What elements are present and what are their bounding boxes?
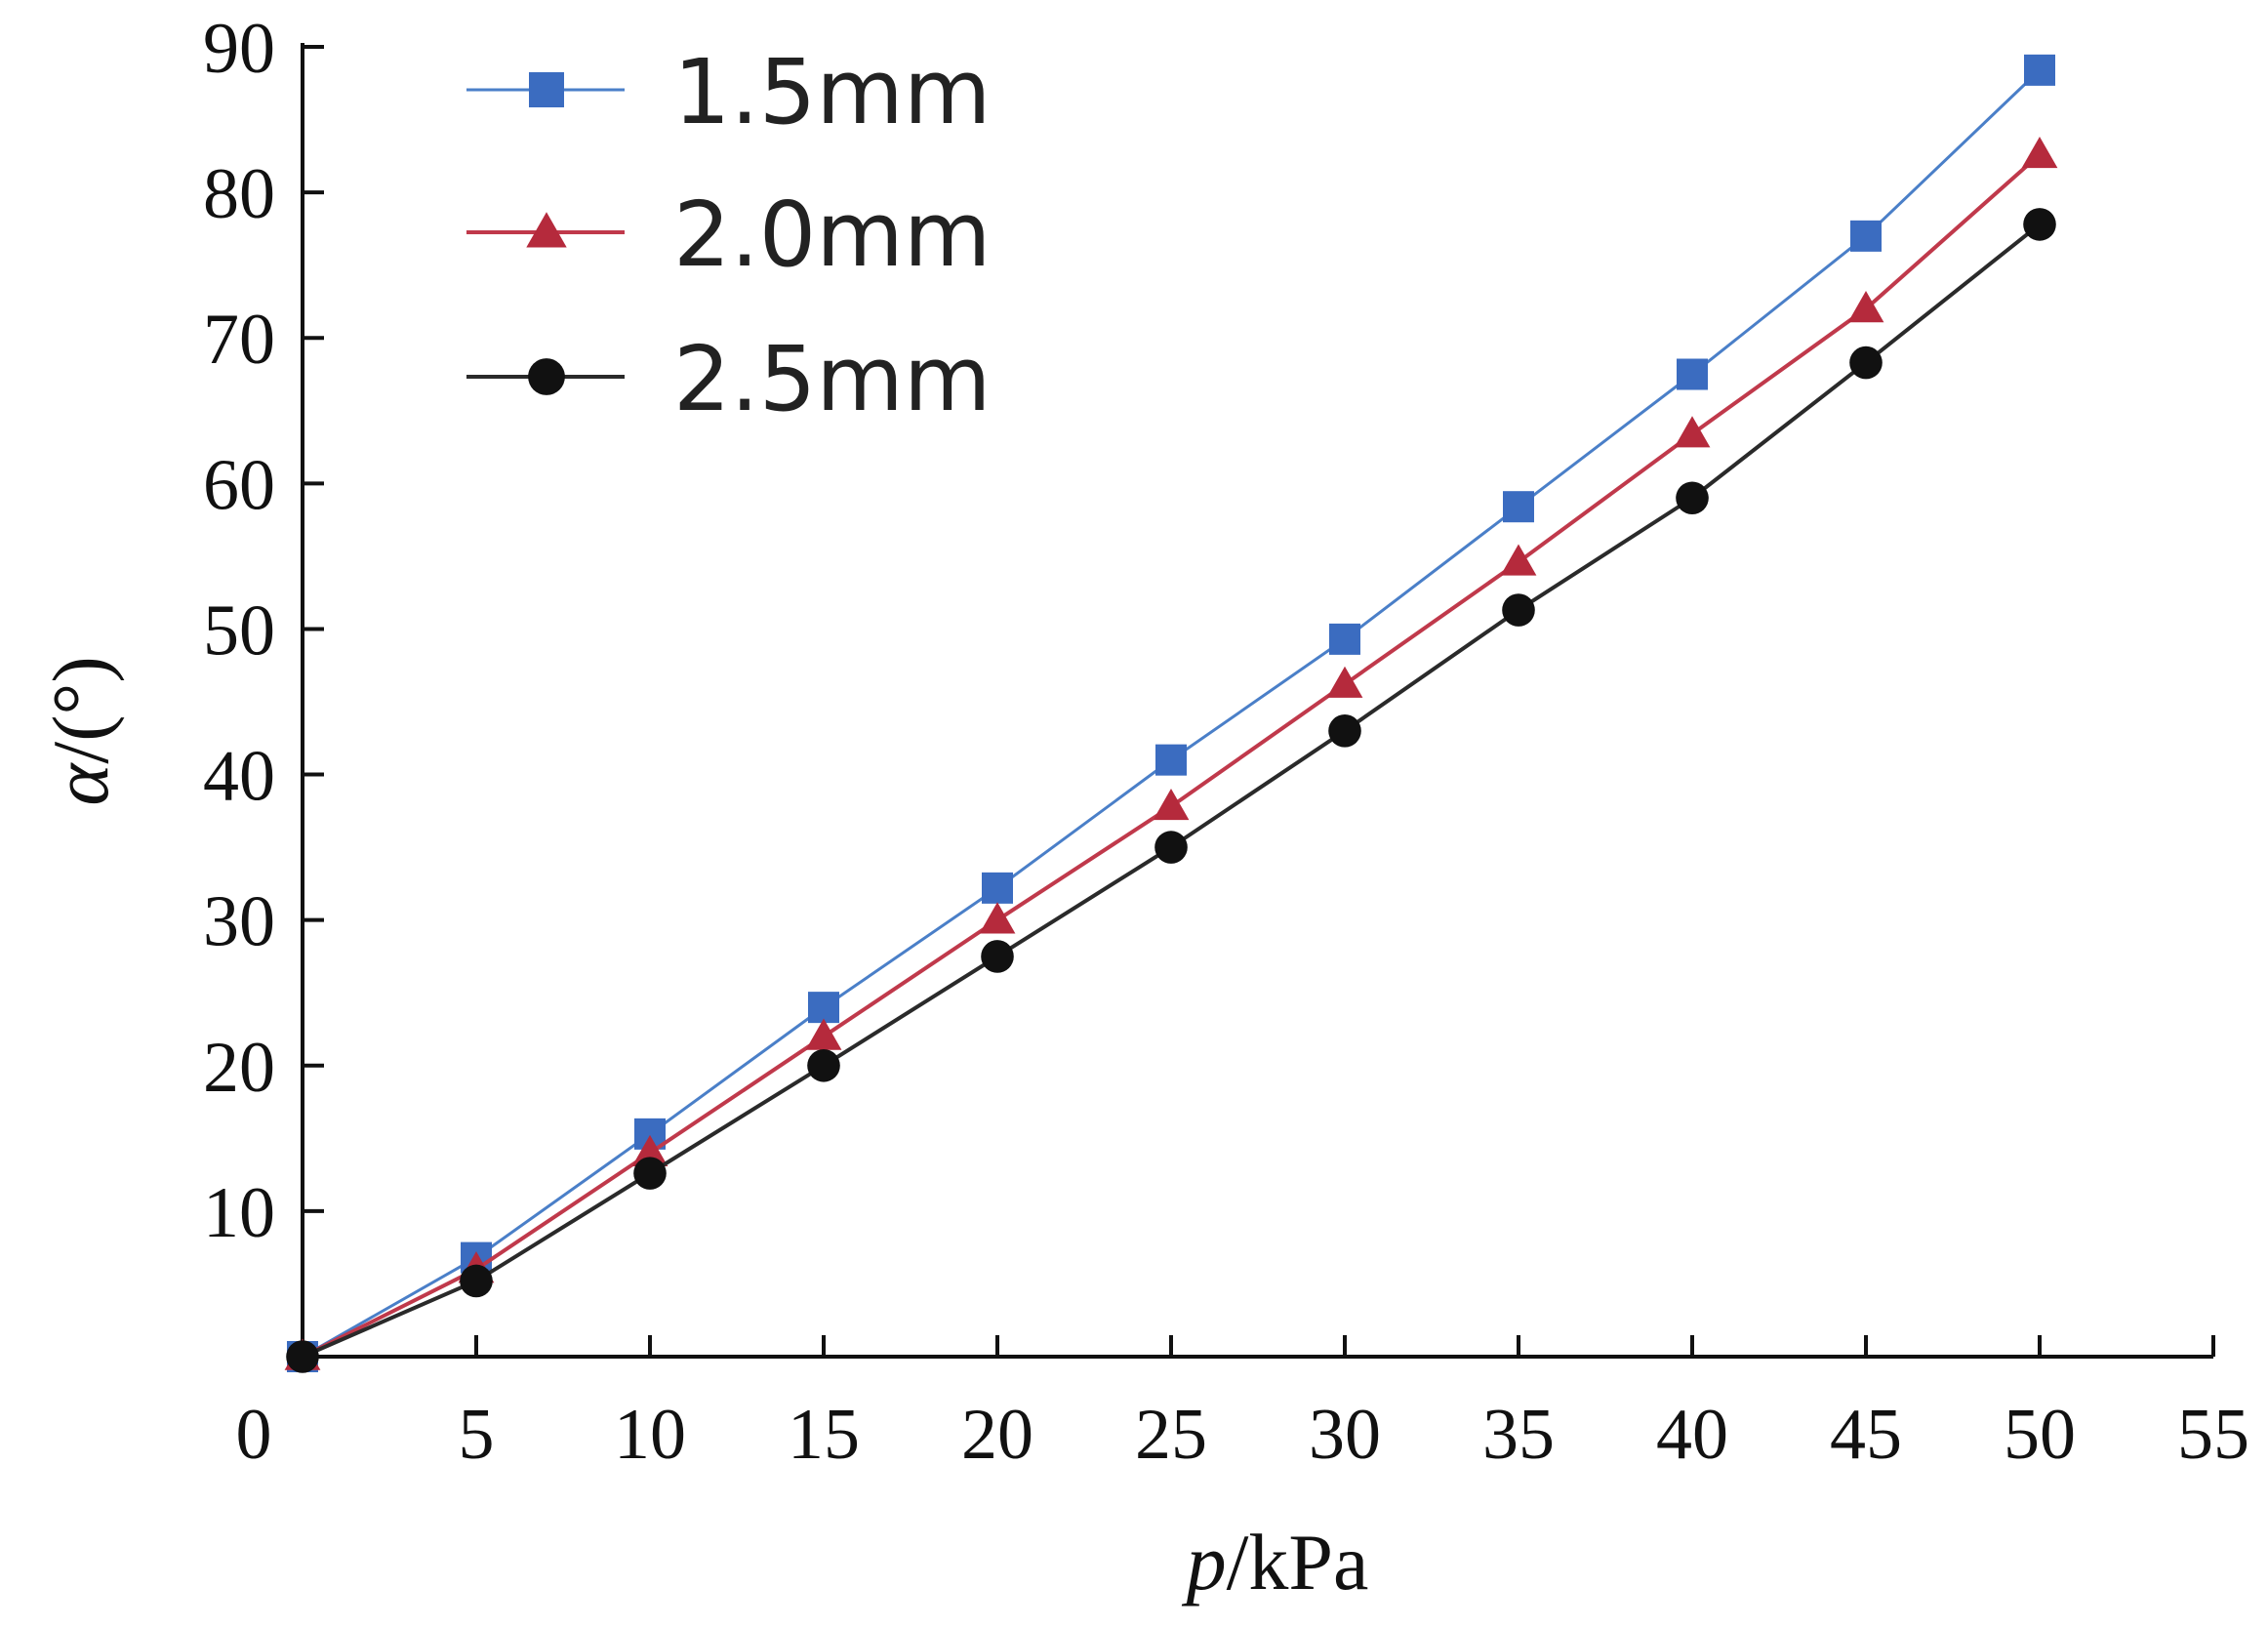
series-2.5mm [286,208,2056,1373]
x-tick-label: 45 [1830,1395,1902,1475]
axes: 0 5 10 15 20 25 30 35 40 45 50 55 10 20 30 40 50 60 70 80 90 [203,9,2249,1475]
data-point-square [982,872,1013,904]
y-tick-label: 10 [203,1173,275,1253]
y-tick-label: 70 [203,300,275,380]
data-point-triangle [1674,416,1711,448]
data-point-triangle [1326,666,1363,698]
legend-marker-triangle [526,212,567,248]
x-tick-label: 40 [1656,1395,1728,1475]
data-point-circle [1154,831,1188,864]
y-axis-title: α/(°) [36,656,125,805]
y-tick-label: 30 [203,882,275,962]
y-tick-label: 80 [203,154,275,234]
legend-label: 2.0mm [673,183,992,287]
x-tick-label: 15 [788,1395,860,1475]
data-point-circle [1676,481,1709,515]
data-point-triangle [1500,544,1537,576]
x-axis-title: p/kPa [1182,1518,1369,1607]
data-point-square [2024,54,2055,86]
x-tick-label: 30 [1309,1395,1381,1475]
x-tick-label: 10 [614,1395,686,1475]
data-point-triangle [979,902,1016,934]
data-point-circle [1502,593,1535,627]
data-point-square [808,992,839,1024]
y-axis-title-unit: /(°) [36,656,125,763]
axis-titles: p/kPa α/(°) [36,656,1368,1607]
data-point-circle [1849,346,1883,380]
y-axis-title-variable: α [36,762,125,806]
legend-item: 2.5mm [466,327,992,431]
data-point-triangle [1153,788,1190,821]
data-point-square [1329,623,1360,655]
data-point-triangle [2021,136,2058,169]
data-point-circle [807,1048,840,1082]
x-tick-label: 20 [961,1395,1033,1475]
legend-marker-square [529,72,564,107]
y-tick-label: 90 [203,9,275,89]
legend-marker-circle [528,358,565,395]
data-point-triangle [631,1134,668,1167]
data-point-circle [633,1157,667,1190]
legend-item: 2.0mm [466,183,992,287]
data-point-triangle [805,1018,842,1050]
x-tick-label: 50 [2004,1395,2076,1475]
data-point-circle [286,1340,319,1373]
data-point-square [1677,358,1708,390]
data-point-circle [460,1264,493,1298]
legend-label: 2.5mm [673,327,992,431]
legend-item: 1.5mm [466,40,992,144]
x-axis-title-variable: p [1182,1518,1227,1607]
x-tick-label: 55 [2177,1395,2249,1475]
legend-label: 1.5mm [673,40,992,144]
x-tick-label: 25 [1135,1395,1207,1475]
data-point-square [1503,491,1534,523]
data-point-square [1850,220,1882,252]
x-tick-label: 35 [1482,1395,1555,1475]
data-point-square [1155,744,1187,776]
y-tick-label: 60 [203,445,275,525]
x-axis-title-unit: /kPa [1227,1518,1369,1607]
data-point-circle [1328,714,1361,748]
series-group [284,54,2058,1373]
y-tick-label: 40 [203,737,275,817]
data-point-circle [2023,208,2056,241]
y-tick-label: 20 [203,1028,275,1108]
y-tick-label: 50 [203,590,275,671]
data-point-triangle [1847,291,1884,323]
x-tick-label: 0 [236,1395,272,1475]
x-tick-label: 5 [459,1395,495,1475]
legend: 1.5mm 2.0mm 2.5mm [466,40,992,431]
data-point-circle [981,940,1014,973]
